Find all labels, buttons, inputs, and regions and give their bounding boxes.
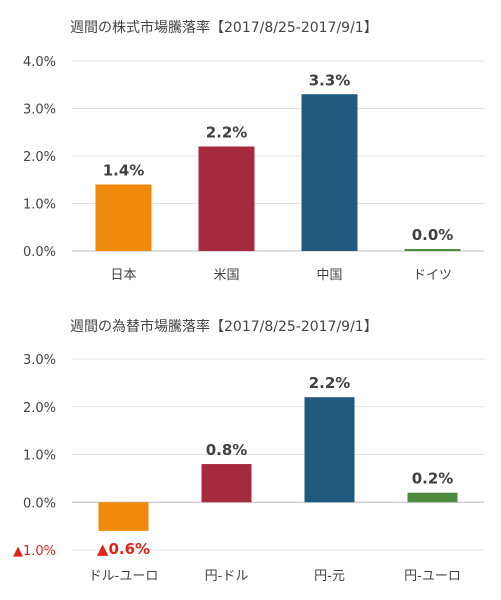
y-tick-label: 3.0% [23,103,56,118]
bar-3 [301,94,358,251]
y-tick-label: 4.0% [23,55,56,70]
value-label: 0.0% [412,226,454,244]
bar-2 [201,464,252,503]
category-label: 日本 [110,268,136,283]
category-label: 米国 [213,268,239,283]
y-tick-label: 3.0% [23,353,56,368]
y-tick-label: 1.0% [23,449,56,464]
category-label: ドイツ [413,268,452,283]
category-label: 円-元 [314,569,345,584]
bar-1 [98,502,149,531]
value-label: 3.3% [309,71,351,89]
y-tick-label: 0.0% [23,245,56,260]
bar-2 [198,146,255,251]
value-label: 2.2% [206,124,248,142]
value-label: 0.2% [412,470,454,488]
y-tick-label: 2.0% [23,401,56,416]
category-label: 中国 [316,268,342,283]
chart-title: 週間の株式市場騰落率【2017/8/25-2017/9/1】 [70,19,378,36]
y-tick-label: 0.0% [23,496,56,511]
value-label: 0.8% [206,441,248,459]
bar-3 [304,397,355,503]
category-label: ドル-ユーロ [89,569,159,584]
category-label: 円-ユーロ [404,569,461,584]
bar-4 [404,249,461,251]
chart-title: 週間の為替市場騰落率【2017/8/25-2017/9/1】 [70,318,378,335]
category-label: 円-ドル [205,569,249,584]
bar-1 [95,184,152,251]
y-tick-label: 2.0% [23,150,56,165]
y-tick-label: ▲1.0% [13,544,56,559]
value-label: 1.4% [103,162,145,180]
y-tick-label: 1.0% [23,198,56,213]
value-label: 2.2% [309,374,351,392]
bar-4 [407,492,458,503]
value-label: ▲0.6% [97,540,150,558]
